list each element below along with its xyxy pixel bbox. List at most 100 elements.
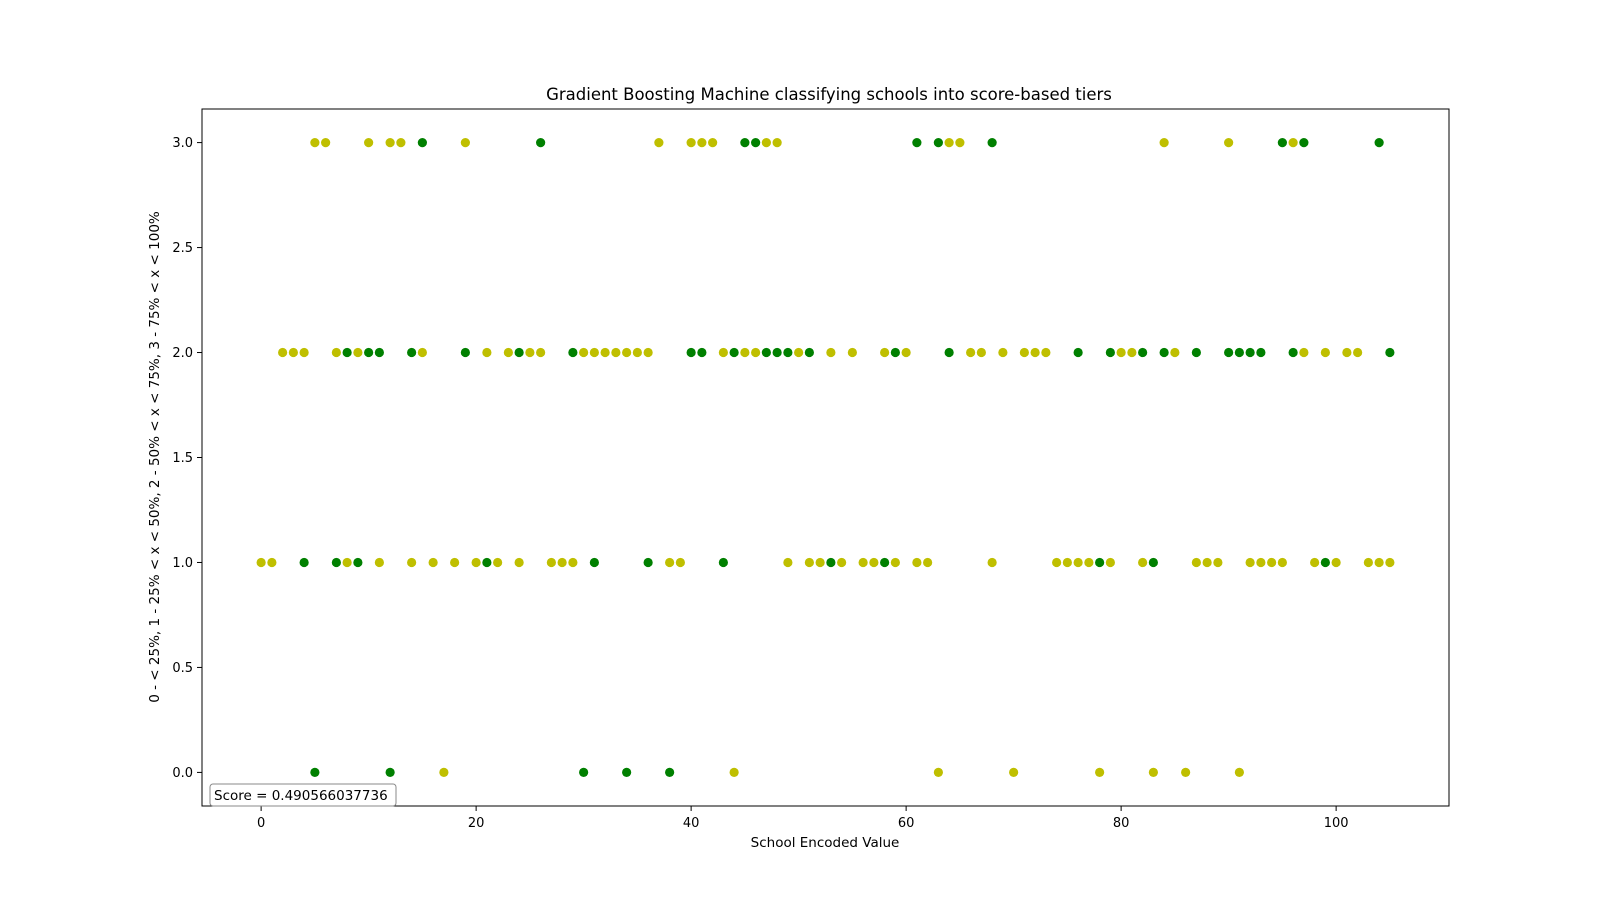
data-point <box>1288 137 1298 148</box>
data-point <box>482 347 492 358</box>
data-point <box>407 347 417 358</box>
data-point <box>1245 347 1255 358</box>
data-point <box>417 137 427 148</box>
data-point <box>503 347 513 358</box>
data-point <box>1299 347 1309 358</box>
data-point <box>514 557 524 568</box>
data-point <box>342 347 352 358</box>
y-tick-label: 2.0 <box>172 346 193 361</box>
data-point <box>589 557 599 568</box>
data-point <box>794 347 804 358</box>
data-point <box>364 347 374 358</box>
data-point <box>1310 557 1320 568</box>
data-point <box>568 557 578 568</box>
x-tick-label: 20 <box>468 816 485 831</box>
data-point <box>1095 557 1105 568</box>
data-point <box>1353 347 1363 358</box>
data-point <box>955 137 965 148</box>
x-tick-label: 60 <box>898 816 915 831</box>
data-points <box>256 137 1395 778</box>
data-point <box>804 347 814 358</box>
data-point <box>1148 557 1158 568</box>
data-point <box>1138 557 1148 568</box>
data-point <box>611 347 621 358</box>
x-tick-label: 80 <box>1113 816 1130 831</box>
data-point <box>1320 557 1330 568</box>
data-point <box>1073 347 1083 358</box>
data-point <box>579 347 589 358</box>
y-tick-label: 1.5 <box>172 451 193 466</box>
data-point <box>1191 557 1201 568</box>
data-point <box>686 347 696 358</box>
chart-title: Gradient Boosting Machine classifying sc… <box>546 85 1112 104</box>
data-point <box>1277 137 1287 148</box>
data-point <box>869 557 879 568</box>
data-point <box>643 347 653 358</box>
data-point <box>783 347 793 358</box>
data-point <box>267 557 277 568</box>
data-point <box>987 557 997 568</box>
data-point <box>1224 347 1234 358</box>
data-point <box>1256 347 1266 358</box>
data-point <box>783 557 793 568</box>
data-point <box>815 557 825 568</box>
data-point <box>331 347 341 358</box>
data-point <box>353 557 363 568</box>
data-point <box>278 347 288 358</box>
data-point <box>385 767 395 778</box>
data-point <box>1363 557 1373 568</box>
data-point <box>1148 767 1158 778</box>
y-tick-label: 0.5 <box>172 661 193 676</box>
data-point <box>751 347 761 358</box>
data-point <box>1245 557 1255 568</box>
data-point <box>321 137 331 148</box>
data-point <box>708 137 718 148</box>
data-point <box>1191 347 1201 358</box>
data-point <box>987 137 997 148</box>
data-point <box>837 557 847 568</box>
data-point <box>858 557 868 568</box>
x-tick-label: 40 <box>683 816 700 831</box>
data-point <box>331 557 341 568</box>
data-point <box>1234 347 1244 358</box>
data-point <box>643 557 653 568</box>
x-axis-label: School Encoded Value <box>751 835 900 851</box>
data-point <box>342 557 352 568</box>
data-point <box>1331 557 1341 568</box>
data-point <box>1170 347 1180 358</box>
data-point <box>1009 767 1019 778</box>
data-point <box>1116 347 1126 358</box>
data-point <box>665 557 675 568</box>
data-point <box>697 347 707 358</box>
data-point <box>493 557 503 568</box>
x-tick-label: 0 <box>257 816 265 831</box>
data-point <box>299 557 309 568</box>
data-point <box>546 557 556 568</box>
data-point <box>1385 347 1395 358</box>
data-point <box>1062 557 1072 568</box>
data-point <box>1181 767 1191 778</box>
data-point <box>912 557 922 568</box>
data-point <box>407 557 417 568</box>
data-point <box>686 137 696 148</box>
data-point <box>396 137 406 148</box>
data-point <box>1159 347 1169 358</box>
data-point <box>1299 137 1309 148</box>
data-point <box>761 347 771 358</box>
data-point <box>944 137 954 148</box>
data-point <box>923 557 933 568</box>
data-point <box>1159 137 1169 148</box>
data-point <box>1320 347 1330 358</box>
data-point <box>385 137 395 148</box>
data-point <box>826 347 836 358</box>
data-point <box>1202 557 1212 568</box>
data-point <box>751 137 761 148</box>
data-point <box>1288 347 1298 358</box>
data-point <box>1256 557 1266 568</box>
data-point <box>912 137 922 148</box>
data-point <box>417 347 427 358</box>
data-point <box>740 137 750 148</box>
data-point <box>890 557 900 568</box>
y-axis-label: 0 - < 25%, 1 - 25% < x < 50%, 2 - 50% < … <box>147 211 163 703</box>
data-point <box>933 767 943 778</box>
